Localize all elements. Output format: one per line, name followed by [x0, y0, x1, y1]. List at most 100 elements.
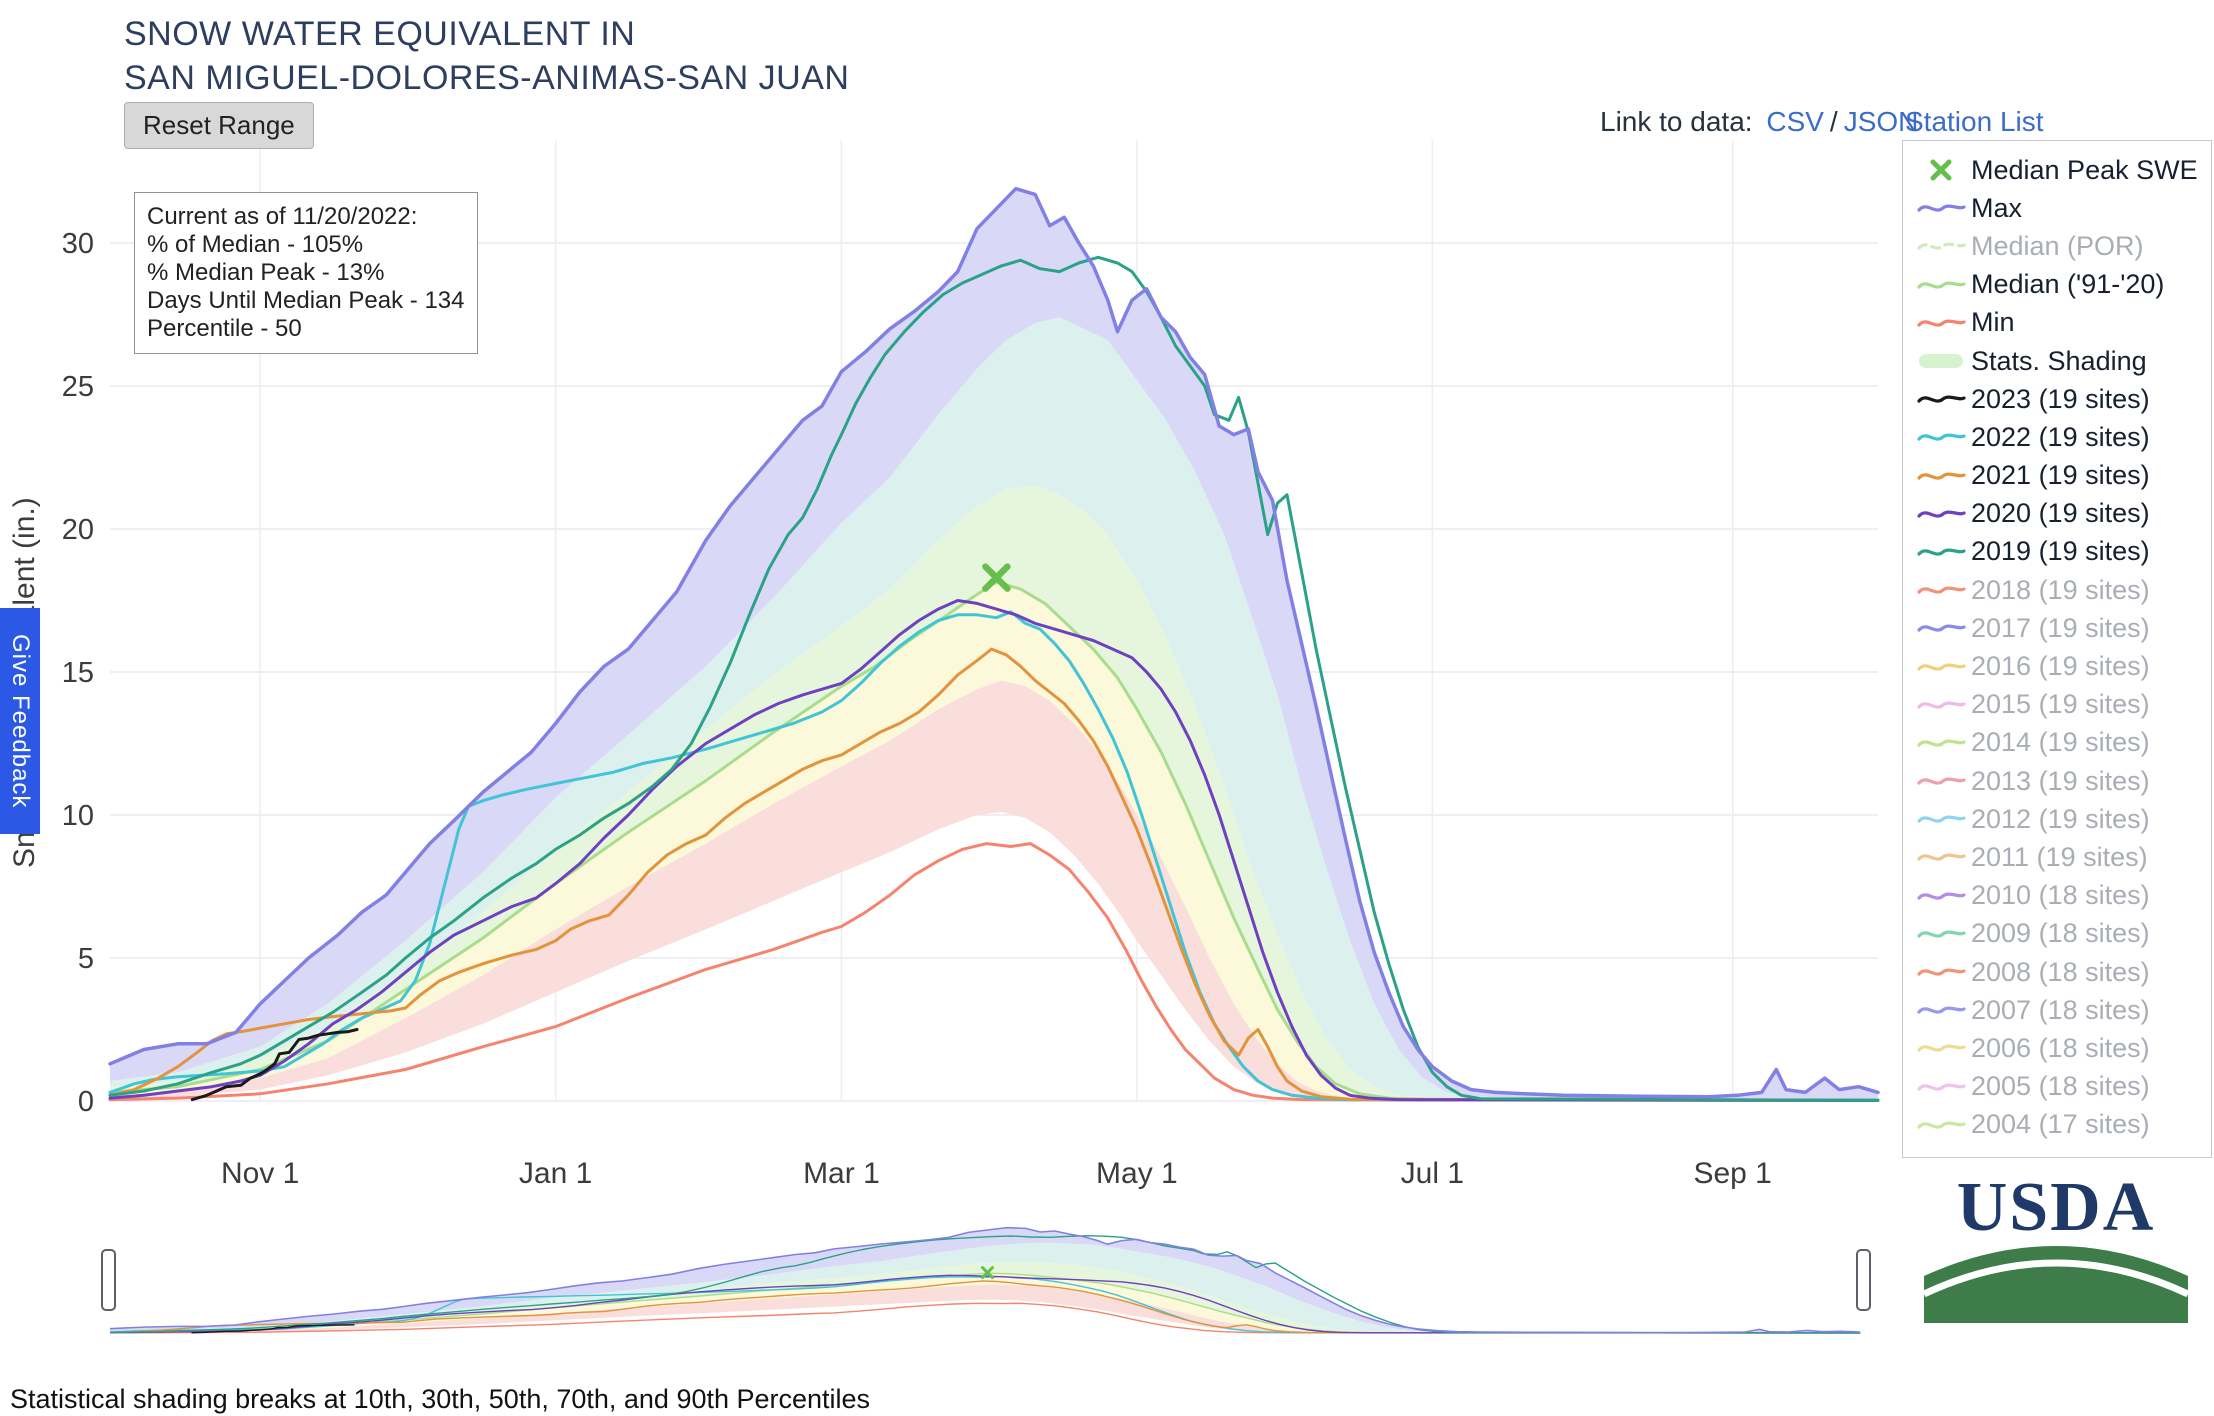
legend-item-median[interactable]: Median (POR)	[1911, 227, 2205, 265]
give-feedback-tab[interactable]: Give Feedback	[0, 608, 40, 834]
legend-icon	[1911, 1075, 1971, 1099]
legend-item-2018[interactable]: 2018 (19 sites)	[1911, 571, 2205, 609]
series-y2022	[108, 610, 1880, 1102]
x-tick-label: Nov 1	[221, 1157, 299, 1190]
series-line-icon	[1917, 968, 1966, 976]
range-handle-left[interactable]	[101, 1249, 116, 1311]
usda-text: USDA	[1957, 1169, 2156, 1246]
legend-icon	[1911, 922, 1971, 946]
legend-item-2015[interactable]: 2015 (19 sites)	[1911, 686, 2205, 724]
series-y2019	[108, 255, 1880, 1102]
x-tick-label: Jan 1	[519, 1157, 592, 1190]
legend-item-2006[interactable]: 2006 (18 sites)	[1911, 1029, 2205, 1067]
page-title-line2: SAN MIGUEL-DOLORES-ANIMAS-SAN JUAN	[124, 59, 850, 98]
page-title: SNOW WATER EQUIVALENT IN SAN MIGUEL-DOLO…	[124, 12, 849, 100]
legend-icon	[1911, 693, 1971, 717]
y-tick-label: 15	[62, 657, 94, 689]
legend-item-median[interactable]: Median Peak SWE	[1911, 151, 2205, 189]
range-navigator-chart[interactable]	[0, 1200, 2214, 1360]
shading-footnote: Statistical shading breaks at 10th, 30th…	[10, 1384, 871, 1414]
y-tick-label: 5	[78, 943, 94, 975]
legend-icon	[1911, 1113, 1971, 1137]
x-tick-label: Mar 1	[803, 1157, 880, 1190]
legend-icon	[1911, 349, 1971, 373]
legend-item-2009[interactable]: 2009 (18 sites)	[1911, 915, 2205, 953]
legend-icon	[1911, 998, 1971, 1022]
legend-icon	[1911, 540, 1971, 564]
legend-item-2007[interactable]: 2007 (18 sites)	[1911, 991, 2205, 1029]
legend-item-stats[interactable]: Stats. Shading	[1911, 342, 2205, 380]
legend-item-2016[interactable]: 2016 (19 sites)	[1911, 647, 2205, 685]
median-peak-marker-mini	[980, 1266, 994, 1280]
series-line-icon	[1917, 548, 1966, 556]
main-chart[interactable]: 0 5 10 15 20 25 30 Nov 1 Jan 1 Mar 1 May 1 Jul 1 Sep…	[0, 0, 2214, 1200]
link-to-data: Link to data: CSV / JSON	[1600, 106, 1924, 138]
legend-item-2019[interactable]: 2019 (19 sites)	[1911, 533, 2205, 571]
series-line-icon	[1917, 624, 1966, 632]
legend-item-2023[interactable]: 2023 (19 sites)	[1911, 380, 2205, 418]
series-line-icon	[1917, 1006, 1966, 1014]
legend-item-2008[interactable]: 2008 (18 sites)	[1911, 953, 2205, 991]
legend-item-2022[interactable]: 2022 (19 sites)	[1911, 418, 2205, 456]
legend-label: Median (POR)	[1971, 230, 2144, 261]
range-handle-right[interactable]	[1856, 1249, 1871, 1311]
legend-item-2020[interactable]: 2020 (19 sites)	[1911, 495, 2205, 533]
legend-label: Median ('91-'20)	[1971, 269, 2165, 300]
median-peak-marker	[982, 563, 1011, 592]
y-tick-label: 20	[62, 514, 94, 546]
stats-shading-band	[110, 581, 1878, 1101]
json-link[interactable]: JSON	[1843, 106, 1919, 137]
legend-item-2014[interactable]: 2014 (19 sites)	[1911, 724, 2205, 762]
percentile: Percentile - 50	[147, 315, 302, 343]
csv-link[interactable]: CSV	[1766, 106, 1824, 137]
legend-item-min[interactable]: Min	[1911, 304, 2205, 342]
stats-shading-band	[110, 317, 1878, 1100]
legend-item-median[interactable]: Median ('91-'20)	[1911, 266, 2205, 304]
legend-item-2021[interactable]: 2021 (19 sites)	[1911, 457, 2205, 495]
current-as-of: Current as of 11/20/2022:	[147, 203, 418, 230]
legend-label: 2009 (18 sites)	[1971, 918, 2150, 949]
legend-label: Median Peak SWE	[1971, 154, 2198, 185]
legend-item-max[interactable]: Max	[1911, 189, 2205, 227]
legend-icon	[1911, 387, 1971, 411]
series-line-icon	[1917, 395, 1966, 403]
series-line-icon	[1917, 204, 1966, 212]
legend-icon	[1911, 464, 1971, 488]
legend-icon	[1911, 807, 1971, 831]
legend-item-2017[interactable]: 2017 (19 sites)	[1911, 609, 2205, 647]
station-list-link[interactable]: Station List	[1905, 106, 2044, 137]
usda-logo: USDA	[1906, 1168, 2206, 1343]
series-line-icon	[1917, 472, 1966, 480]
legend-item-2010[interactable]: 2010 (18 sites)	[1911, 877, 2205, 915]
legend-label: 2004 (17 sites)	[1971, 1109, 2150, 1140]
legend-item-2011[interactable]: 2011 (19 sites)	[1911, 838, 2205, 876]
legend-label: 2022 (19 sites)	[1971, 421, 2150, 452]
series-line-icon	[1917, 510, 1966, 518]
series-line-icon	[1917, 1083, 1966, 1091]
legend-label: 2023 (19 sites)	[1971, 383, 2150, 414]
legend-item-2005[interactable]: 2005 (18 sites)	[1911, 1068, 2205, 1106]
series-line-icon	[1917, 319, 1966, 327]
days-until-median-peak: Days Until Median Peak - 134	[147, 287, 465, 315]
reset-range-button[interactable]: Reset Range	[124, 102, 314, 149]
legend-icon	[1911, 502, 1971, 526]
percent-median-peak: % Median Peak - 13%	[147, 259, 385, 287]
legend-item-2004[interactable]: 2004 (17 sites)	[1911, 1106, 2205, 1144]
legend-label: 2014 (19 sites)	[1971, 727, 2150, 758]
series-line-icon	[1917, 739, 1966, 747]
legend-label: Min	[1971, 307, 2015, 338]
legend-label: Stats. Shading	[1971, 345, 2147, 376]
median-peak-swe-icon	[1930, 159, 1952, 181]
legend-label: 2012 (19 sites)	[1971, 803, 2150, 834]
legend-icon	[1911, 616, 1971, 640]
series-line-icon	[1917, 892, 1966, 900]
legend-label: Max	[1971, 192, 2023, 223]
legend-label: 2007 (18 sites)	[1971, 994, 2150, 1025]
current-conditions-box: Current as of 11/20/2022: % of Median - …	[134, 192, 478, 355]
series-line-icon	[1917, 701, 1966, 709]
legend-icon	[1911, 769, 1971, 793]
legend-item-2012[interactable]: 2012 (19 sites)	[1911, 800, 2205, 838]
legend-icon	[1911, 196, 1971, 220]
legend-item-2013[interactable]: 2013 (19 sites)	[1911, 762, 2205, 800]
y-tick-label: 0	[78, 1086, 94, 1118]
